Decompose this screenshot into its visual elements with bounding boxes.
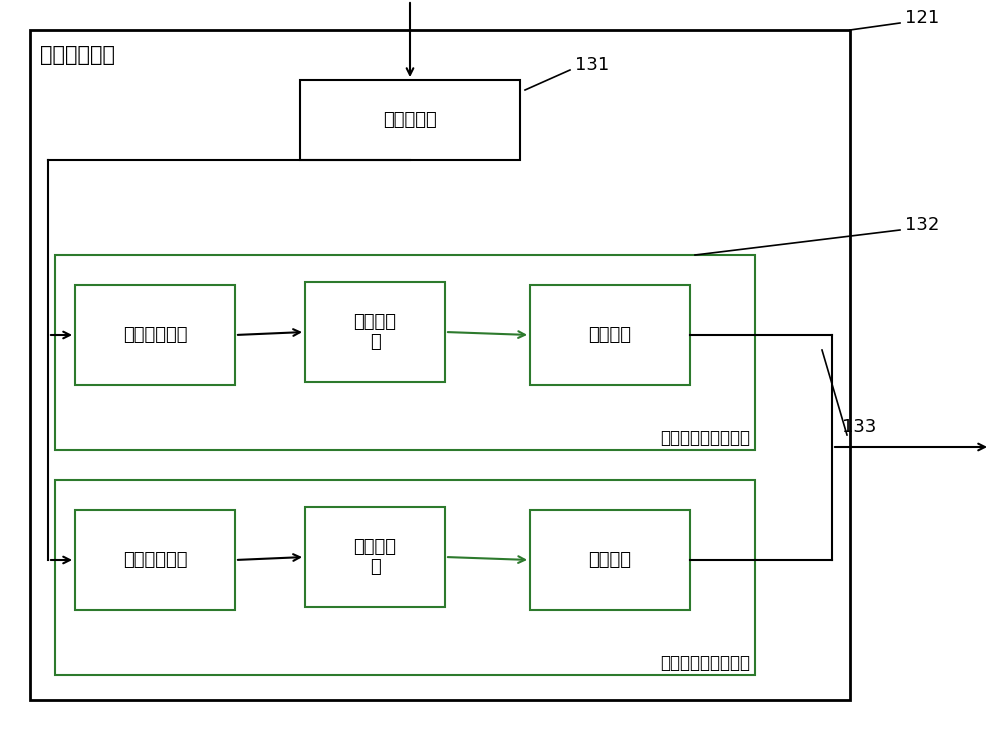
Text: 第一数据分片子模块: 第一数据分片子模块 <box>660 429 750 447</box>
Text: 指纹计算: 指纹计算 <box>588 551 632 569</box>
Text: 第二数据分片子模块: 第二数据分片子模块 <box>660 654 750 672</box>
Text: 分片点计
算: 分片点计 算 <box>354 313 397 352</box>
Bar <box>530 285 690 385</box>
Bar <box>305 507 445 607</box>
Text: 滑动窗口计算: 滑动窗口计算 <box>123 551 187 569</box>
Text: 确定子模块: 确定子模块 <box>383 111 437 129</box>
Text: 121: 121 <box>905 9 939 27</box>
Text: 131: 131 <box>575 56 609 74</box>
Text: 132: 132 <box>905 216 939 234</box>
Text: 分片点计
算: 分片点计 算 <box>354 537 397 576</box>
Bar <box>305 282 445 382</box>
Text: 133: 133 <box>842 418 876 436</box>
Bar <box>55 255 755 450</box>
Text: 数据分片模块: 数据分片模块 <box>40 45 115 65</box>
Text: 指纹计算: 指纹计算 <box>588 326 632 344</box>
Bar <box>530 510 690 610</box>
Bar <box>55 480 755 675</box>
Text: 滑动窗口计算: 滑动窗口计算 <box>123 326 187 344</box>
Bar <box>30 30 850 700</box>
Bar <box>75 510 235 610</box>
Bar <box>75 285 235 385</box>
Bar <box>300 80 520 160</box>
